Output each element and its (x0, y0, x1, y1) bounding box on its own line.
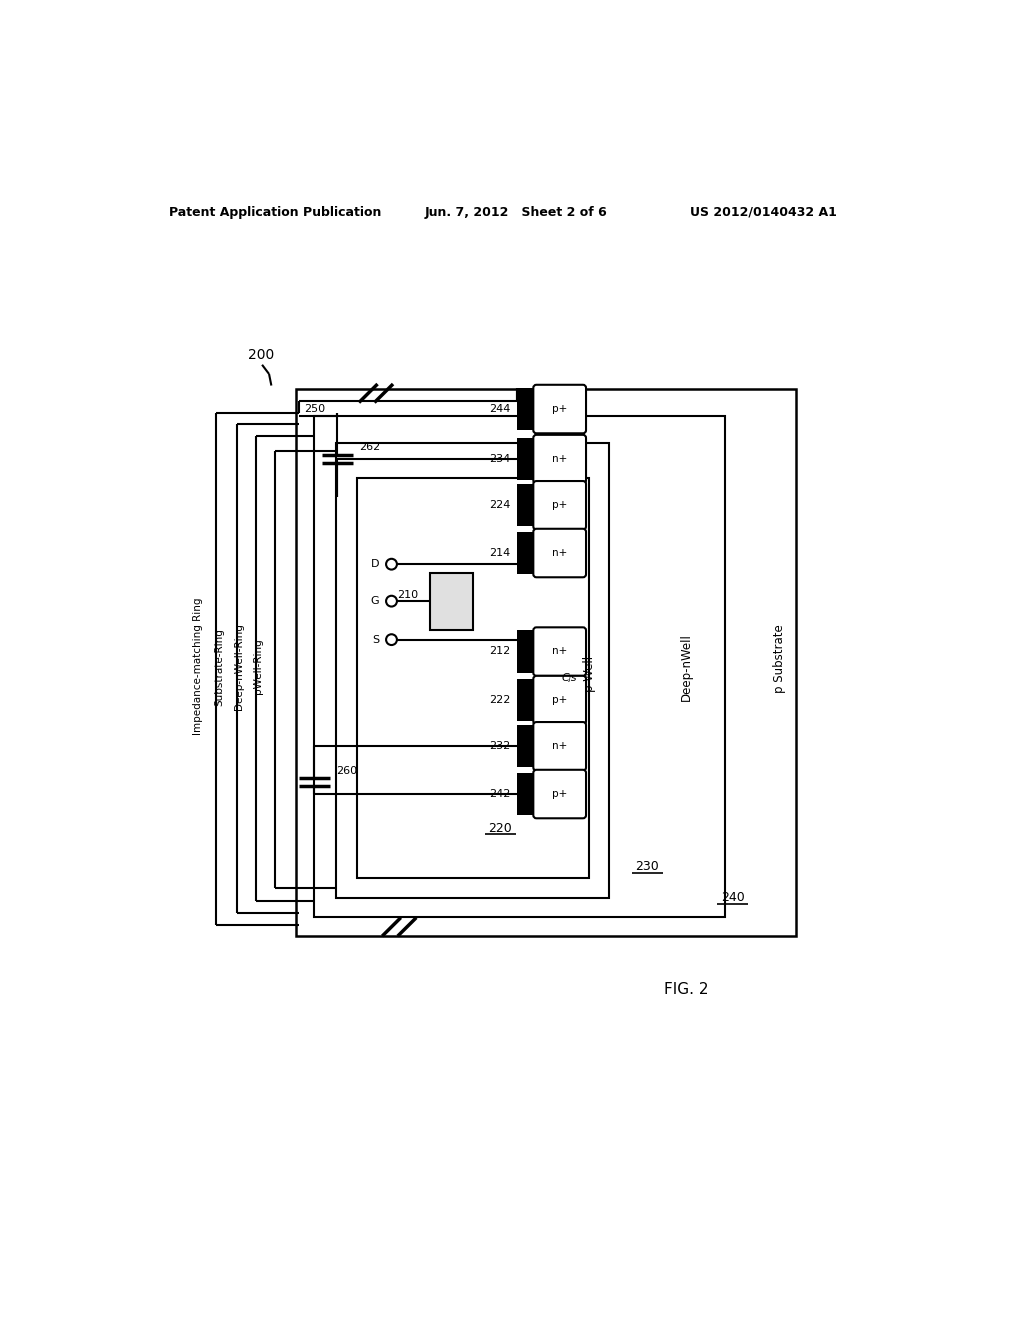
Text: 224: 224 (489, 500, 511, 510)
Text: 210: 210 (397, 590, 419, 601)
Text: 230: 230 (635, 861, 659, 874)
Text: Substrate-Ring: Substrate-Ring (214, 628, 224, 705)
Text: 214: 214 (489, 548, 511, 557)
FancyBboxPatch shape (534, 480, 586, 529)
Text: p+: p+ (552, 500, 567, 510)
Text: n+: n+ (552, 548, 567, 557)
Text: 250: 250 (304, 404, 326, 413)
Text: 222: 222 (489, 694, 511, 705)
Text: Deep-nWell-Ring: Deep-nWell-Ring (233, 623, 244, 710)
Text: p Well: p Well (583, 656, 596, 693)
Text: pWell-Ring: pWell-Ring (253, 639, 263, 694)
Text: p+: p+ (552, 694, 567, 705)
Text: n+: n+ (552, 454, 567, 463)
Bar (430, 573, 473, 631)
Bar (517, 725, 537, 767)
Bar (517, 532, 537, 574)
Circle shape (386, 558, 397, 570)
Text: p+: p+ (552, 404, 567, 413)
Text: 212: 212 (489, 647, 511, 656)
Text: 232: 232 (489, 741, 511, 751)
FancyBboxPatch shape (534, 529, 586, 577)
Text: 234: 234 (489, 454, 511, 463)
Text: 220: 220 (488, 822, 512, 834)
Bar (517, 388, 537, 430)
Bar (336, 444, 608, 898)
Bar (314, 416, 725, 917)
Bar (517, 484, 537, 527)
Circle shape (386, 595, 397, 607)
Text: p Substrate: p Substrate (772, 624, 785, 693)
Bar (517, 438, 537, 480)
Text: US 2012/0140432 A1: US 2012/0140432 A1 (690, 206, 837, 219)
Text: Jun. 7, 2012   Sheet 2 of 6: Jun. 7, 2012 Sheet 2 of 6 (424, 206, 607, 219)
Bar (296, 389, 796, 936)
Text: S: S (372, 635, 379, 644)
Text: Patent Application Publication: Patent Application Publication (169, 206, 381, 219)
FancyBboxPatch shape (534, 722, 586, 771)
FancyBboxPatch shape (534, 385, 586, 433)
Bar (356, 478, 589, 878)
Text: n+: n+ (552, 741, 567, 751)
Text: 240: 240 (721, 891, 744, 904)
Text: n+: n+ (552, 647, 567, 656)
Text: FIG. 2: FIG. 2 (664, 982, 709, 998)
Bar (517, 678, 537, 721)
Text: 242: 242 (489, 788, 511, 799)
Text: G: G (371, 597, 379, 606)
Text: 262: 262 (359, 442, 380, 453)
Bar (517, 631, 537, 673)
Text: Deep-nWell: Deep-nWell (680, 632, 692, 701)
Text: 260: 260 (336, 766, 356, 776)
Text: 244: 244 (489, 404, 511, 413)
Text: Impedance-matching Ring: Impedance-matching Ring (193, 598, 203, 735)
FancyBboxPatch shape (534, 676, 586, 725)
FancyBboxPatch shape (534, 770, 586, 818)
FancyBboxPatch shape (534, 627, 586, 676)
Circle shape (386, 635, 397, 645)
Text: p+: p+ (552, 788, 567, 799)
FancyBboxPatch shape (534, 434, 586, 483)
Text: D: D (371, 560, 379, 569)
Bar (517, 774, 537, 816)
Text: Cⱼs: Cⱼs (562, 673, 578, 684)
Text: 200: 200 (248, 347, 274, 362)
